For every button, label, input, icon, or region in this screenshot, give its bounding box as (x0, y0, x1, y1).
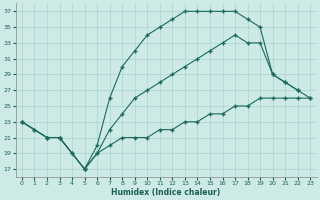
X-axis label: Humidex (Indice chaleur): Humidex (Indice chaleur) (111, 188, 221, 197)
